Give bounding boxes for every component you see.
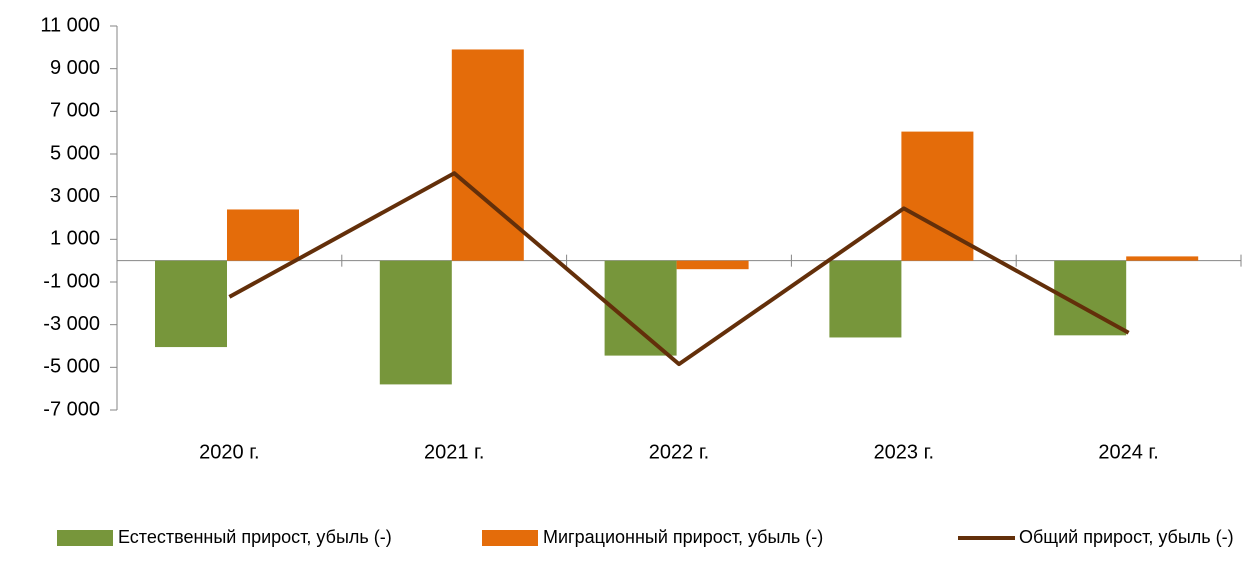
y-tick-label: -7 000	[43, 398, 100, 420]
bar	[155, 260, 227, 348]
bar	[227, 209, 299, 261]
legend-label: Естественный прирост, убыль (-)	[118, 527, 392, 547]
bar	[829, 260, 902, 338]
legend-label: Миграционный прирост, убыль (-)	[543, 527, 823, 547]
bar	[604, 260, 677, 356]
legend-label: Общий прирост, убыль (-)	[1019, 527, 1234, 547]
y-tick-label: 11 000	[40, 14, 100, 36]
x-tick-label: 2023 г.	[874, 441, 934, 463]
y-tick-label: 9 000	[50, 57, 100, 79]
x-tick-label: 2020 г.	[199, 441, 259, 463]
line	[228, 171, 1130, 367]
bar	[451, 49, 524, 261]
legend-swatch	[482, 530, 538, 546]
y-tick-label: -5 000	[43, 356, 100, 378]
y-tick-label: 1 000	[50, 228, 100, 250]
y-tick-label: -1 000	[43, 270, 100, 292]
legend-swatch	[57, 530, 113, 546]
y-tick-label: 7 000	[50, 100, 100, 122]
y-tick-label: 3 000	[50, 185, 100, 207]
x-tick-label: 2021 г.	[424, 441, 484, 463]
x-tick-label: 2022 г.	[649, 441, 709, 463]
bar	[1126, 256, 1199, 261]
bar	[379, 260, 452, 385]
y-tick-label: 5 000	[50, 142, 100, 164]
bar	[676, 260, 749, 270]
x-tick-label: 2024 г.	[1098, 441, 1158, 463]
y-tick-label: -3 000	[43, 313, 100, 335]
